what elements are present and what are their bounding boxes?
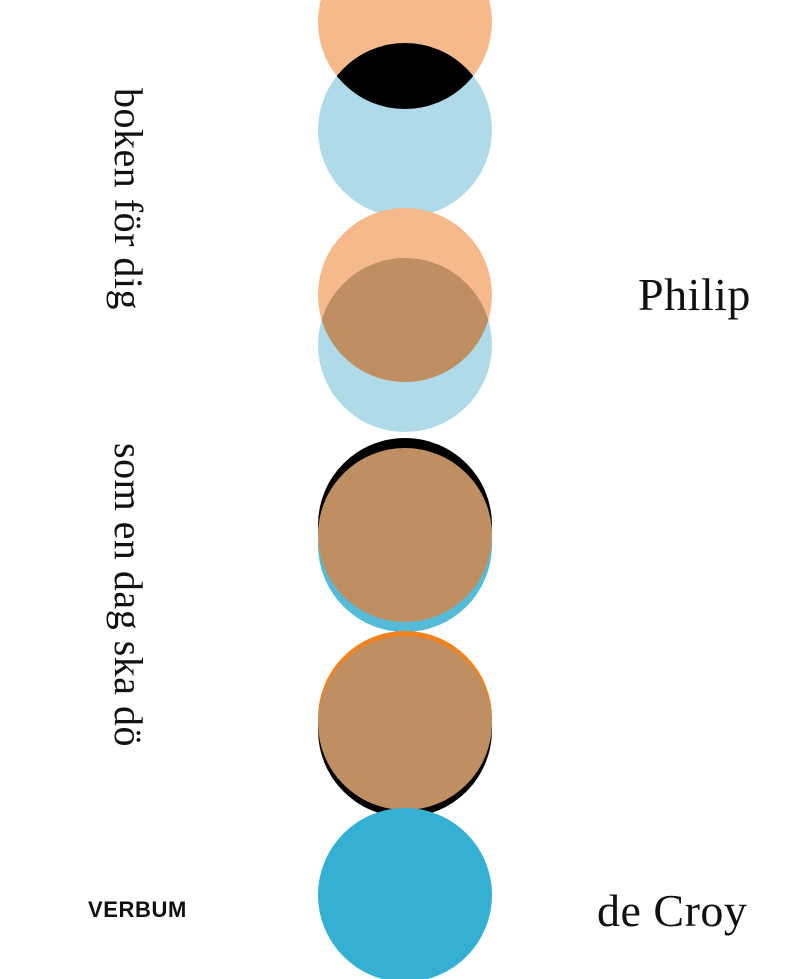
publisher-logo: VERBUM xyxy=(88,897,187,922)
brown-circle-4 xyxy=(318,636,492,810)
author-first-name: Philip xyxy=(638,269,751,320)
brown-circle-3 xyxy=(318,448,492,622)
title-line-1: boken för dig xyxy=(106,88,151,311)
teal-blue-circle-bottom xyxy=(318,808,492,979)
author-last-name: de Croy xyxy=(597,885,748,936)
title-line-2: som en dag ska dö xyxy=(106,443,151,748)
brown-lens-overlap xyxy=(318,258,492,382)
black-lens-overlap xyxy=(318,43,492,109)
